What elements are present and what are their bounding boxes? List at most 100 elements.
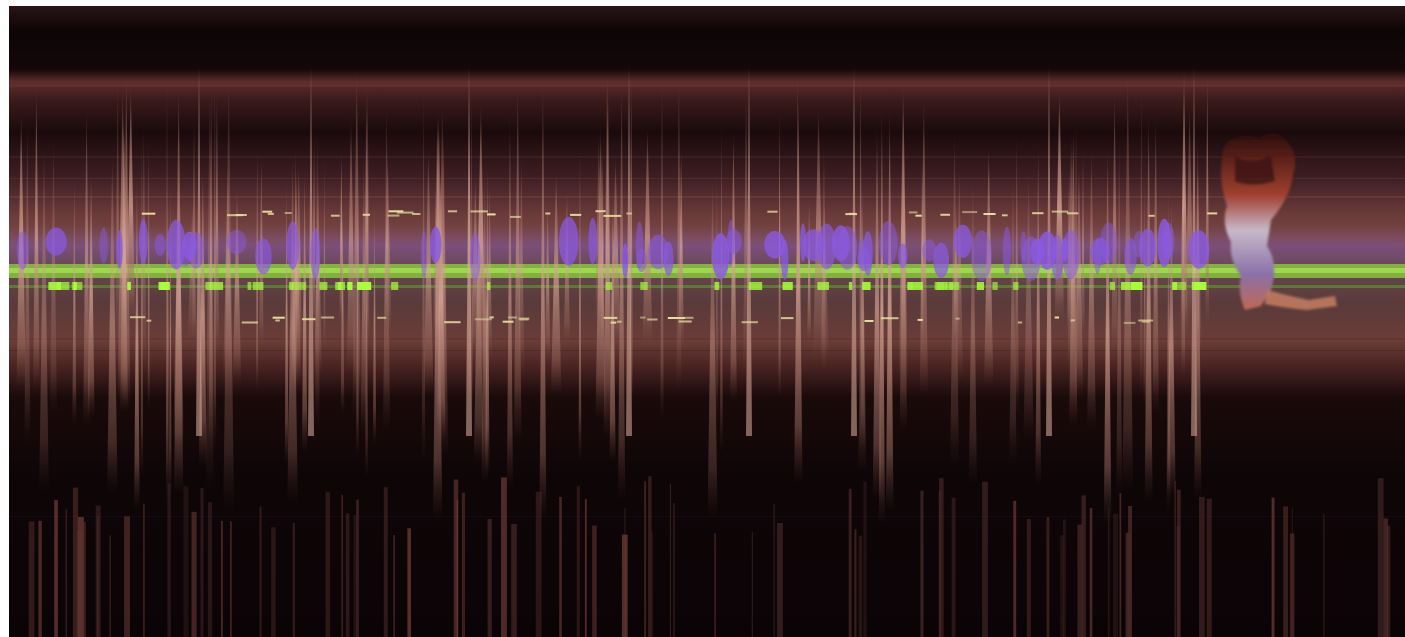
streak — [314, 175, 322, 378]
gold-tick — [678, 320, 692, 323]
gold-tick — [1001, 214, 1008, 217]
streak — [707, 173, 718, 520]
gold-tick — [617, 320, 622, 323]
gold-tick — [962, 211, 978, 214]
streak — [115, 75, 120, 364]
green-dot — [848, 282, 853, 290]
reflection — [109, 535, 111, 637]
reflection — [271, 527, 276, 637]
figure — [1221, 133, 1337, 310]
green-dot — [1130, 282, 1143, 290]
reflection — [97, 515, 99, 637]
reflection — [1013, 500, 1017, 637]
reflection — [1077, 524, 1083, 637]
streak — [1014, 129, 1019, 414]
gold-tick — [781, 317, 794, 320]
green-dot — [640, 282, 648, 290]
gold-tick — [940, 213, 950, 216]
green-dot — [949, 282, 953, 290]
green-dot — [391, 282, 399, 290]
violet-blob — [1020, 231, 1027, 262]
reflection — [54, 500, 58, 637]
reflection — [487, 518, 492, 637]
violet-blob — [622, 243, 629, 279]
gold-tick — [377, 316, 387, 319]
green-dot — [817, 282, 829, 290]
violet-blob — [1124, 237, 1137, 275]
violet-blob — [286, 221, 300, 270]
reflection — [1089, 508, 1093, 637]
reflection — [1283, 506, 1288, 637]
green-dot — [1013, 282, 1019, 290]
reflection — [28, 521, 35, 637]
violet-blob — [99, 227, 108, 264]
reflection — [777, 523, 783, 637]
gold-tick — [647, 318, 658, 321]
reflection — [511, 524, 517, 637]
reflection — [938, 490, 941, 637]
streak — [1205, 67, 1210, 331]
gold-tick — [272, 316, 285, 319]
reflection — [65, 509, 68, 637]
green-dot — [205, 282, 211, 290]
streak — [174, 82, 184, 496]
reflection — [456, 499, 459, 637]
reflection — [383, 487, 388, 637]
streak — [1143, 178, 1147, 409]
streak — [87, 169, 95, 418]
gold-tick — [917, 318, 923, 321]
streak — [518, 153, 525, 377]
gold-tick — [146, 319, 152, 322]
streak — [423, 147, 434, 395]
reflection — [200, 488, 204, 637]
violet-blob — [933, 242, 950, 279]
streak — [1087, 143, 1096, 430]
streak — [678, 145, 684, 351]
reflection — [38, 520, 42, 637]
gold-tick — [570, 213, 582, 216]
violet-blobs — [16, 216, 1210, 282]
gold-tick — [1032, 212, 1044, 215]
streak — [1081, 145, 1085, 344]
reflection — [559, 496, 562, 637]
gold-tick — [262, 210, 273, 213]
streak — [885, 104, 894, 513]
violet-blob — [971, 230, 993, 282]
gold-tick — [387, 214, 400, 217]
green-dot — [347, 282, 353, 290]
gold-tick — [955, 317, 960, 320]
reflection — [142, 503, 145, 637]
gold-tick — [1051, 210, 1069, 213]
streak — [126, 84, 136, 329]
streak — [642, 125, 653, 351]
reflection — [592, 525, 597, 637]
streak — [899, 139, 908, 432]
reflection — [1113, 513, 1119, 637]
violet-blob — [470, 232, 481, 282]
streak — [872, 121, 882, 501]
violet-blob — [764, 231, 786, 259]
green-dot — [1194, 282, 1207, 290]
violet-blob — [636, 248, 647, 273]
green-dots — [48, 282, 1207, 290]
gold-tick — [302, 318, 316, 321]
streak — [730, 127, 737, 402]
streak — [134, 175, 140, 511]
gold-tick — [330, 214, 340, 217]
streak — [1103, 142, 1112, 524]
streak — [544, 199, 551, 364]
gold-tick — [284, 212, 292, 214]
green-dot — [605, 282, 613, 290]
reflection — [453, 479, 459, 637]
green-dot — [338, 282, 342, 290]
gold-tick — [767, 210, 778, 213]
reflection — [1323, 513, 1325, 637]
reflection — [230, 521, 232, 637]
gold-tick — [241, 321, 258, 324]
reflection — [1289, 533, 1295, 637]
streak — [603, 70, 612, 439]
reflection — [1081, 495, 1086, 637]
streak — [301, 167, 308, 453]
reflection — [858, 535, 863, 637]
reflection — [1060, 535, 1064, 637]
